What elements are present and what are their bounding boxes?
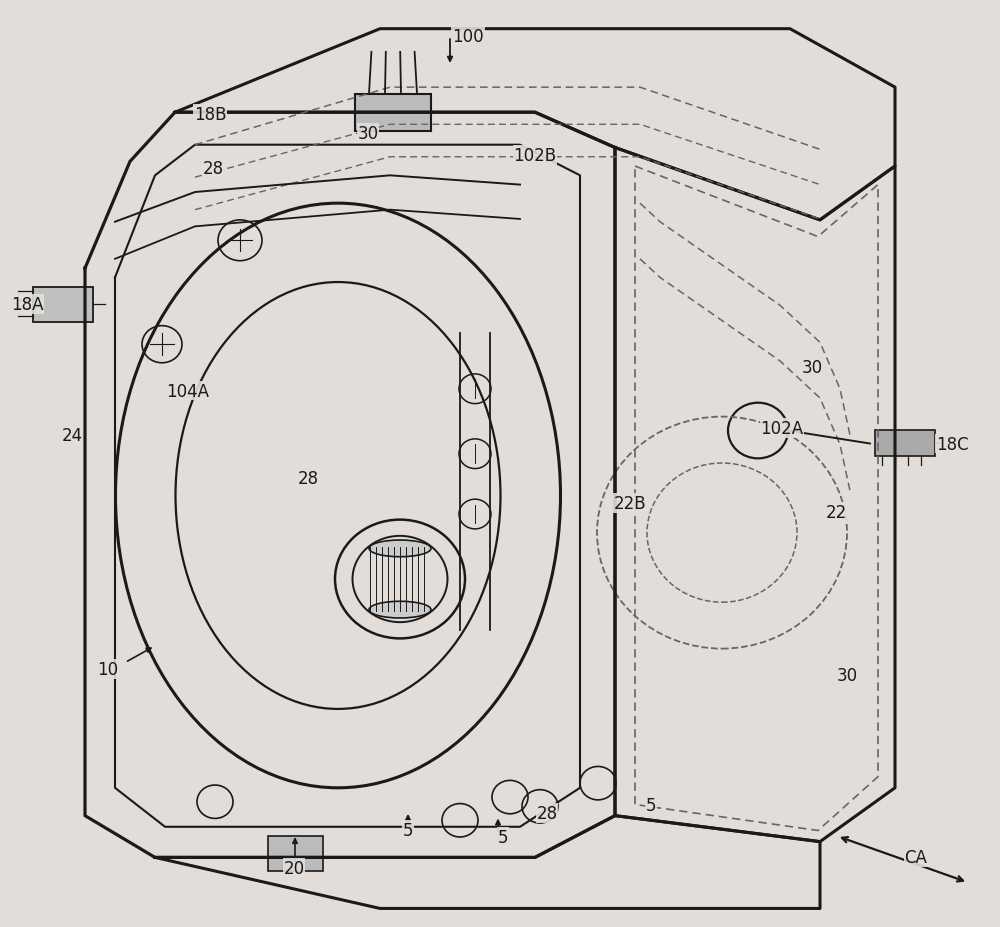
Text: 5: 5 — [403, 820, 413, 839]
Text: 28: 28 — [536, 804, 558, 822]
Text: 30: 30 — [836, 666, 858, 684]
Text: 30: 30 — [357, 124, 379, 143]
Text: 100: 100 — [452, 28, 484, 46]
Bar — [268, 836, 323, 871]
Bar — [875, 430, 935, 456]
Text: 18A: 18A — [11, 296, 43, 314]
Text: 18B: 18B — [194, 106, 226, 124]
Bar — [33, 287, 93, 323]
Ellipse shape — [369, 540, 431, 557]
Text: 5: 5 — [646, 795, 656, 814]
Text: 30: 30 — [801, 359, 823, 377]
Text: 28: 28 — [202, 159, 224, 178]
Text: 102A: 102A — [760, 419, 804, 438]
Text: 104A: 104A — [166, 382, 210, 400]
Text: CA: CA — [905, 848, 927, 867]
Text: 10: 10 — [97, 660, 119, 679]
Ellipse shape — [369, 602, 431, 618]
Text: 24: 24 — [61, 426, 83, 445]
Text: 18C: 18C — [936, 435, 968, 453]
Text: 28: 28 — [297, 469, 319, 488]
Text: 5: 5 — [498, 828, 508, 846]
Text: 20: 20 — [283, 858, 305, 877]
Text: 22B: 22B — [614, 494, 646, 513]
Text: 22: 22 — [825, 503, 847, 522]
Text: 102B: 102B — [513, 146, 557, 165]
Bar — [355, 95, 431, 132]
